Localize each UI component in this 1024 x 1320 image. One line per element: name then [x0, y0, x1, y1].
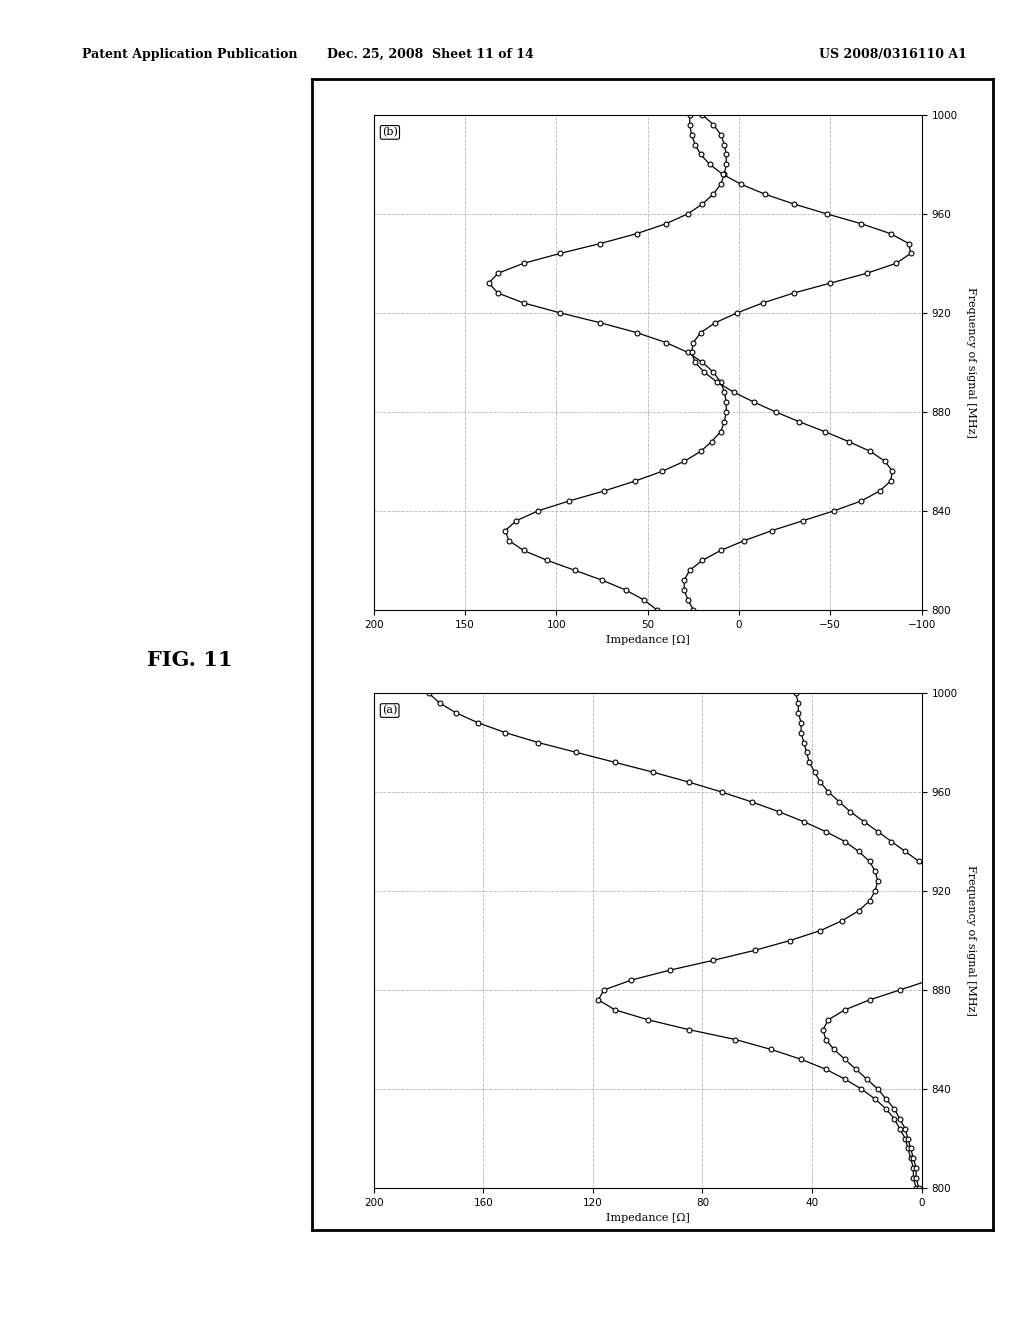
Text: (b): (b)	[382, 127, 398, 137]
Text: (a): (a)	[382, 705, 397, 715]
Text: Dec. 25, 2008  Sheet 11 of 14: Dec. 25, 2008 Sheet 11 of 14	[327, 48, 534, 61]
Y-axis label: Frequency of signal [MHz]: Frequency of signal [MHz]	[966, 286, 976, 438]
Text: US 2008/0316110 A1: US 2008/0316110 A1	[819, 48, 967, 61]
Y-axis label: Frequency of signal [MHz]: Frequency of signal [MHz]	[966, 865, 976, 1016]
Text: FIG. 11: FIG. 11	[146, 649, 232, 671]
X-axis label: Impedance [Ω]: Impedance [Ω]	[606, 1213, 689, 1224]
Text: Patent Application Publication: Patent Application Publication	[82, 48, 297, 61]
X-axis label: Impedance [Ω]: Impedance [Ω]	[606, 635, 689, 645]
